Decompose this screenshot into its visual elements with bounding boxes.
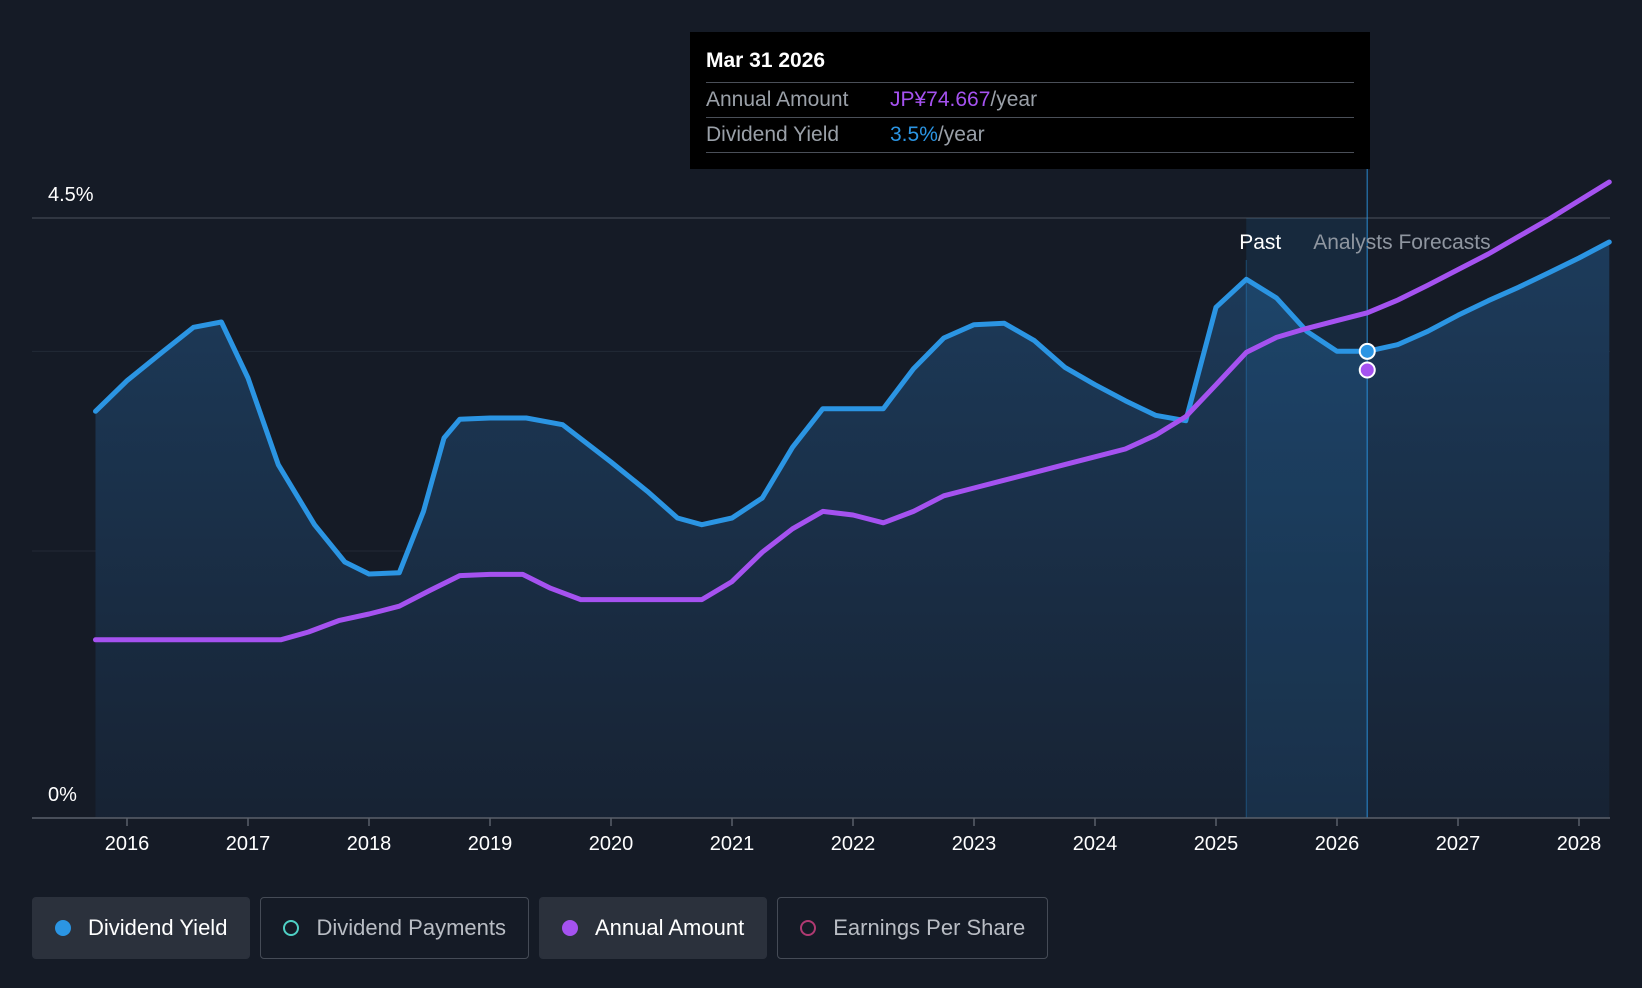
- tooltip-value: JP¥74.667/year: [890, 83, 1037, 117]
- chart-legend: Dividend Yield Dividend Payments Annual …: [32, 897, 1058, 959]
- tooltip-value: 3.5%/year: [890, 118, 985, 152]
- legend-label: Dividend Yield: [88, 915, 228, 940]
- legend-label: Annual Amount: [594, 915, 745, 940]
- forecast-label: Analysts Forecasts: [1313, 231, 1490, 254]
- legend-dividend-yield-button[interactable]: Dividend Yield: [32, 897, 251, 959]
- x-tick-label: 2022: [831, 833, 876, 855]
- x-tick-label: 2020: [589, 833, 634, 855]
- tooltip-amount-value: JP¥74.667: [890, 88, 991, 111]
- x-tick-label: 2026: [1315, 833, 1360, 855]
- tooltip-unit: /year: [990, 88, 1038, 111]
- dividend-yield-area: [95, 242, 1610, 818]
- ring-dot-icon: [800, 920, 817, 936]
- legend-earnings-per-share-button[interactable]: Earnings Per Share: [777, 897, 1049, 959]
- legend-label: Earnings Per Share: [833, 915, 1026, 940]
- x-tick-label: 2025: [1194, 833, 1239, 855]
- x-tick-label: 2028: [1557, 833, 1602, 855]
- tooltip-date: Mar 31 2026: [706, 46, 1354, 83]
- x-tick-label: 2018: [347, 833, 392, 855]
- tooltip-yield-value: 3.5%: [890, 123, 938, 146]
- filled-dot-icon: [561, 920, 578, 936]
- tooltip-row-annual-amount: Annual Amount JP¥74.667/year: [706, 83, 1354, 118]
- hover-tooltip: Mar 31 2026 Annual Amount JP¥74.667/year…: [690, 32, 1370, 169]
- x-tick-label: 2027: [1436, 833, 1481, 855]
- x-tick-label: 2024: [1073, 833, 1118, 855]
- legend-annual-amount-button[interactable]: Annual Amount: [538, 897, 768, 959]
- legend-dividend-payments-button[interactable]: Dividend Payments: [260, 897, 529, 959]
- forecast-band: [1246, 218, 1368, 818]
- x-tick-label: 2016: [105, 833, 150, 855]
- ring-dot-icon: [283, 920, 300, 936]
- legend-label: Dividend Payments: [316, 915, 506, 940]
- filled-dot-icon: [55, 920, 71, 936]
- y-tick-label: 0%: [48, 784, 77, 806]
- x-tick-label: 2023: [952, 833, 997, 855]
- tooltip-unit: /year: [937, 123, 985, 146]
- annual-amount-point: [1358, 361, 1376, 379]
- annual-amount-line: [93, 179, 1612, 643]
- x-tick-label: 2021: [710, 833, 755, 855]
- dividend-yield-point: [1358, 342, 1376, 360]
- tooltip-label: Dividend Yield: [706, 123, 840, 146]
- past-label: Past: [1239, 231, 1281, 254]
- x-tick-label: 2017: [226, 833, 271, 855]
- tooltip-row-dividend-yield: Dividend Yield 3.5%/year: [706, 118, 1354, 153]
- x-tick-label: 2019: [468, 833, 513, 855]
- dividend-yield-line: [93, 239, 1612, 577]
- y-tick-label: 4.5%: [48, 184, 94, 206]
- tooltip-label: Annual Amount: [706, 88, 849, 111]
